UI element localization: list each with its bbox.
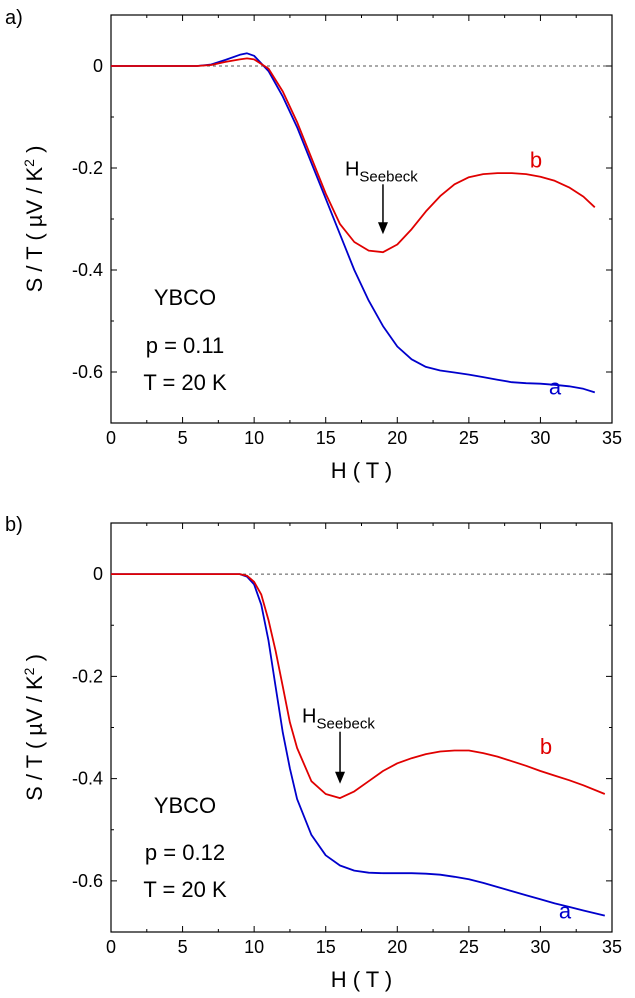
doping-label: p = 0.12 [145, 840, 225, 865]
x-tick-label: 10 [244, 428, 264, 448]
material-label: YBCO [154, 285, 216, 310]
temperature-label: T = 20 K [143, 370, 227, 395]
x-tick-label: 20 [387, 937, 407, 957]
arrow-head [335, 771, 346, 784]
x-tick-label: 35 [602, 937, 622, 957]
series-label-a: a [549, 374, 562, 399]
panel-label: b) [5, 514, 23, 536]
x-tick-label: 15 [316, 937, 336, 957]
series-label-b: b [540, 734, 552, 759]
series-line-a [111, 573, 606, 917]
h-seebeck-label: HSeebeck [345, 158, 418, 185]
chart-panel-b: b) 0 5 10 15 20 25 30 35 0 -0.2 -0.4 -0.6 H ( T ) S / … [5, 514, 622, 992]
series-label-b: b [530, 147, 542, 172]
x-tick-label: 25 [459, 937, 479, 957]
y-tick-label: -0.2 [72, 158, 103, 178]
x-tick-label: 5 [178, 937, 188, 957]
y-tick-label: 0 [93, 564, 103, 584]
y-tick-label: -0.4 [72, 769, 103, 789]
series-label-a: a [559, 899, 572, 924]
chart-panel-a: a) 0 5 10 15 20 25 30 35 0 -0.2 -0.4 -0.6 H ( T ) S / … [5, 7, 622, 483]
x-tick-label: 0 [106, 428, 116, 448]
temperature-label: T = 20 K [143, 877, 227, 902]
x-tick-label: 30 [530, 937, 550, 957]
y-axis-title: S / T ( µV / K2 ) [21, 654, 47, 801]
doping-label: p = 0.11 [146, 333, 225, 358]
series-line-b [111, 57, 596, 254]
x-tick-label: 5 [178, 428, 188, 448]
y-tick-label: -0.6 [72, 871, 103, 891]
y-tick-label: -0.6 [72, 362, 103, 382]
x-axis-title: H ( T ) [331, 967, 393, 992]
x-tick-label: 20 [387, 428, 407, 448]
x-tick-label: 15 [316, 428, 336, 448]
series-line-a [111, 52, 596, 394]
material-label: YBCO [154, 793, 216, 818]
h-seebeck-label: HSeebeck [302, 706, 375, 733]
series-line-b [111, 573, 606, 799]
arrow-head [377, 222, 388, 235]
x-tick-label: 0 [106, 937, 116, 957]
x-axis-title: H ( T ) [331, 458, 393, 483]
x-tick-label: 10 [244, 937, 264, 957]
plot-frame [110, 14, 613, 424]
x-tick-label: 25 [459, 428, 479, 448]
y-axis-title: S / T ( µV / K2 ) [21, 146, 47, 293]
x-tick-label: 30 [530, 428, 550, 448]
x-tick-label: 35 [602, 428, 622, 448]
y-tick-label: -0.2 [72, 666, 103, 686]
y-tick-label: -0.4 [72, 260, 103, 280]
panel-label: a) [5, 7, 23, 29]
y-tick-label: 0 [93, 56, 103, 76]
